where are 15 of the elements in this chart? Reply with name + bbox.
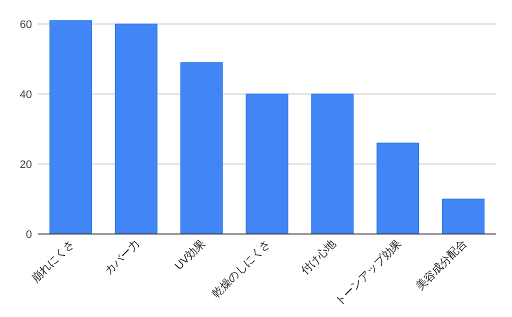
y-tick-label: 20	[20, 159, 32, 171]
bar	[49, 20, 92, 234]
bar	[114, 24, 158, 234]
bar	[442, 198, 485, 234]
bar	[180, 62, 223, 234]
x-tick-label: UV効果	[172, 236, 208, 272]
bar	[376, 142, 420, 234]
y-tick-label: 40	[20, 89, 32, 101]
x-tick-label: 付け心地	[298, 236, 339, 278]
x-tick-label: カバー力	[102, 236, 142, 278]
x-tick-label: 乾燥のしにくさ	[210, 238, 274, 301]
bar	[246, 94, 288, 234]
bar	[311, 94, 354, 234]
x-tick-label: 美容成分配合	[414, 236, 470, 293]
y-tick-label: 60	[20, 19, 32, 31]
